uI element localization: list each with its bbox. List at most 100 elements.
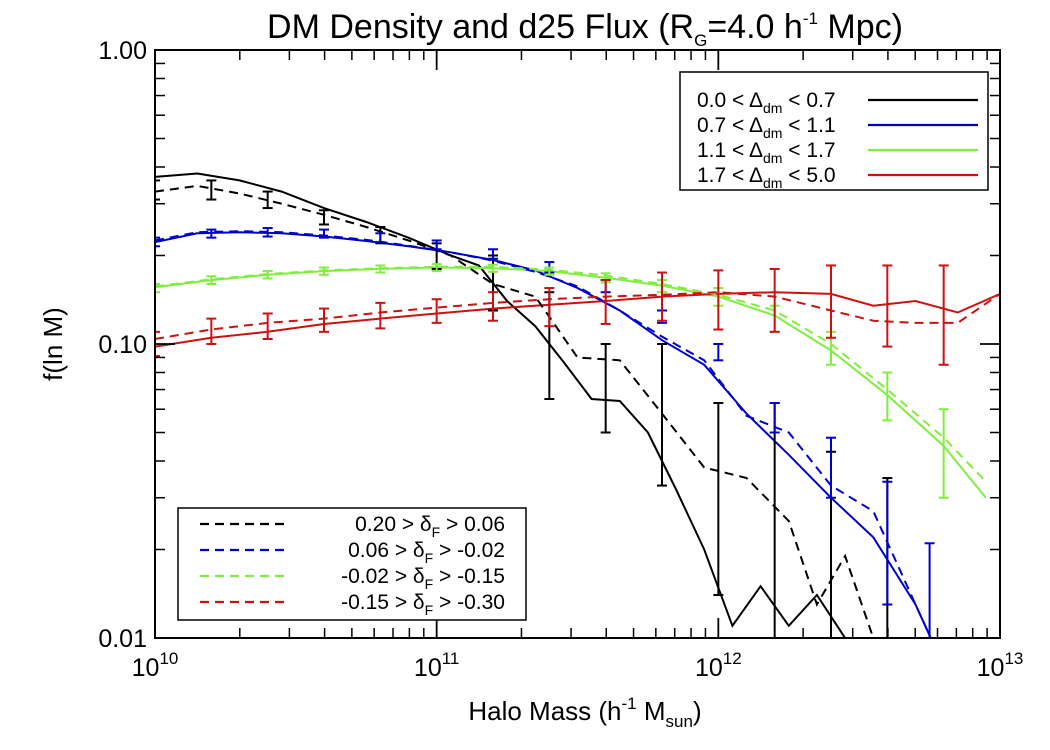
legend-flux-entry: -0.02 > δF > -0.15 — [341, 565, 505, 592]
dashed-series-line-3 — [155, 291, 1000, 340]
legend-upper: < 1.7 — [782, 139, 835, 162]
x-tick-base: 10 — [414, 654, 442, 682]
legend-upper: > -0.30 — [433, 591, 505, 614]
error-bar — [431, 239, 442, 251]
x-label-part: ) — [693, 696, 702, 726]
title-part: =4.0 h — [707, 8, 802, 46]
legend-subscript: dm — [763, 125, 782, 141]
x-tick-exponent: 11 — [442, 649, 460, 668]
error-bar — [155, 236, 160, 248]
legend-density-entry: 1.7 < Δdm < 5.0 — [697, 164, 836, 191]
y-tick-label: 0.01 — [98, 625, 147, 653]
legend-flux-entry: 0.06 > δF > -0.02 — [348, 539, 505, 566]
error-bar — [155, 179, 160, 201]
error-bar — [713, 343, 724, 362]
error-bar — [882, 371, 893, 422]
errorbar-clip-group — [155, 179, 949, 638]
dashed-series-line-0 — [155, 184, 875, 638]
x-tick-exponent: 12 — [723, 649, 742, 668]
x-tick-base: 10 — [977, 654, 1005, 682]
x-tick-label: 1013 — [977, 649, 1024, 682]
y-axis-title: f(ln M) — [38, 307, 68, 381]
y-axis-label: f(ln M) — [38, 307, 68, 381]
legend-density-box — [679, 71, 989, 191]
legend-upper: < 0.7 — [782, 89, 835, 112]
error-bar — [206, 317, 217, 345]
legend-flux: 0.20 > δF > 0.060.06 > δF > -0.02-0.02 >… — [177, 507, 527, 621]
error-bar — [713, 269, 724, 331]
error-bar — [713, 401, 724, 597]
solid-series-line-0 — [155, 172, 847, 638]
legend-upper: < 5.0 — [782, 164, 835, 187]
legend-lower: 0.20 > δ — [355, 513, 432, 536]
title-part: Mpc) — [818, 8, 903, 46]
error-bar — [769, 267, 780, 333]
title-part: DM Density and d25 Flux (R — [267, 8, 694, 46]
legend-subscript: F — [432, 524, 441, 540]
x-tick-base: 10 — [132, 654, 160, 682]
legend-upper: > -0.15 — [433, 565, 505, 588]
error-bar — [431, 263, 442, 273]
x-label-superscript: -1 — [622, 694, 637, 713]
error-bar — [375, 264, 386, 274]
x-label-part: Halo Mass (h — [468, 696, 621, 726]
legend-subscript: F — [425, 576, 434, 592]
error-bar — [262, 190, 273, 210]
solid-series-line-3 — [155, 291, 1000, 348]
legend-upper: > 0.06 — [440, 513, 505, 536]
error-bar — [262, 270, 273, 280]
error-bar — [319, 266, 329, 276]
dashed-series-line-1 — [155, 230, 932, 638]
legend-subscript: dm — [763, 100, 782, 116]
legend-lower: 0.06 > δ — [348, 539, 425, 562]
x-tick-label: 1011 — [414, 649, 459, 682]
x-label-subscript: sun — [666, 712, 693, 731]
legend-upper: > -0.02 — [433, 539, 505, 562]
series-layer — [155, 172, 1000, 638]
error-bar — [319, 228, 329, 239]
legend-lower: 1.1 < Δ — [697, 139, 763, 162]
error-bar — [319, 209, 329, 226]
error-bar — [882, 480, 893, 606]
error-bar — [488, 291, 498, 322]
error-bar — [657, 343, 667, 487]
error-bar — [544, 266, 555, 276]
legend-lower: 0.0 < Δ — [697, 89, 763, 112]
error-bar — [938, 264, 949, 366]
error-bar — [155, 282, 160, 294]
legend-flux-entry: -0.15 > δF > -0.30 — [341, 591, 505, 618]
series-clip-group — [155, 172, 1000, 638]
error-bar — [206, 228, 217, 239]
legend-lower: -0.02 > δ — [341, 565, 425, 588]
error-bar — [600, 279, 611, 325]
error-bar — [826, 264, 836, 339]
legend-subscript: F — [425, 602, 434, 618]
x-label-part: M — [637, 696, 666, 726]
errorbar-layer — [155, 179, 949, 638]
legend-density-entry: 0.0 < Δdm < 0.7 — [697, 89, 836, 116]
legend-flux-entry: 0.20 > δF > 0.06 — [355, 513, 505, 540]
error-bar — [769, 401, 780, 434]
legend-upper: < 1.1 — [782, 114, 835, 137]
legend-subscript: dm — [763, 175, 782, 191]
chart-title: DM Density and d25 Flux (RG=4.0 h-1 Mpc) — [267, 8, 903, 50]
title-text: DM Density and d25 Flux (RG=4.0 h-1 Mpc) — [267, 8, 903, 50]
title-superscript: -1 — [803, 9, 818, 28]
error-bar — [544, 287, 555, 328]
legend-subscript: F — [425, 550, 434, 566]
legend-subscript: dm — [763, 150, 782, 166]
error-bar — [155, 330, 160, 358]
error-bar — [488, 248, 498, 260]
error-bar — [657, 271, 667, 322]
title-subscript: G — [694, 31, 707, 50]
legend-lower: -0.15 > δ — [341, 591, 425, 614]
x-axis-label: Halo Mass (h-1 Msun) — [468, 694, 701, 731]
legend-density-entry: 1.1 < Δdm < 1.7 — [697, 139, 836, 166]
error-bar — [375, 301, 386, 330]
y-tick-label: 0.10 — [98, 331, 147, 359]
error-bar — [319, 307, 329, 333]
error-bar — [206, 275, 217, 285]
legend-lower: 0.7 < Δ — [697, 114, 763, 137]
